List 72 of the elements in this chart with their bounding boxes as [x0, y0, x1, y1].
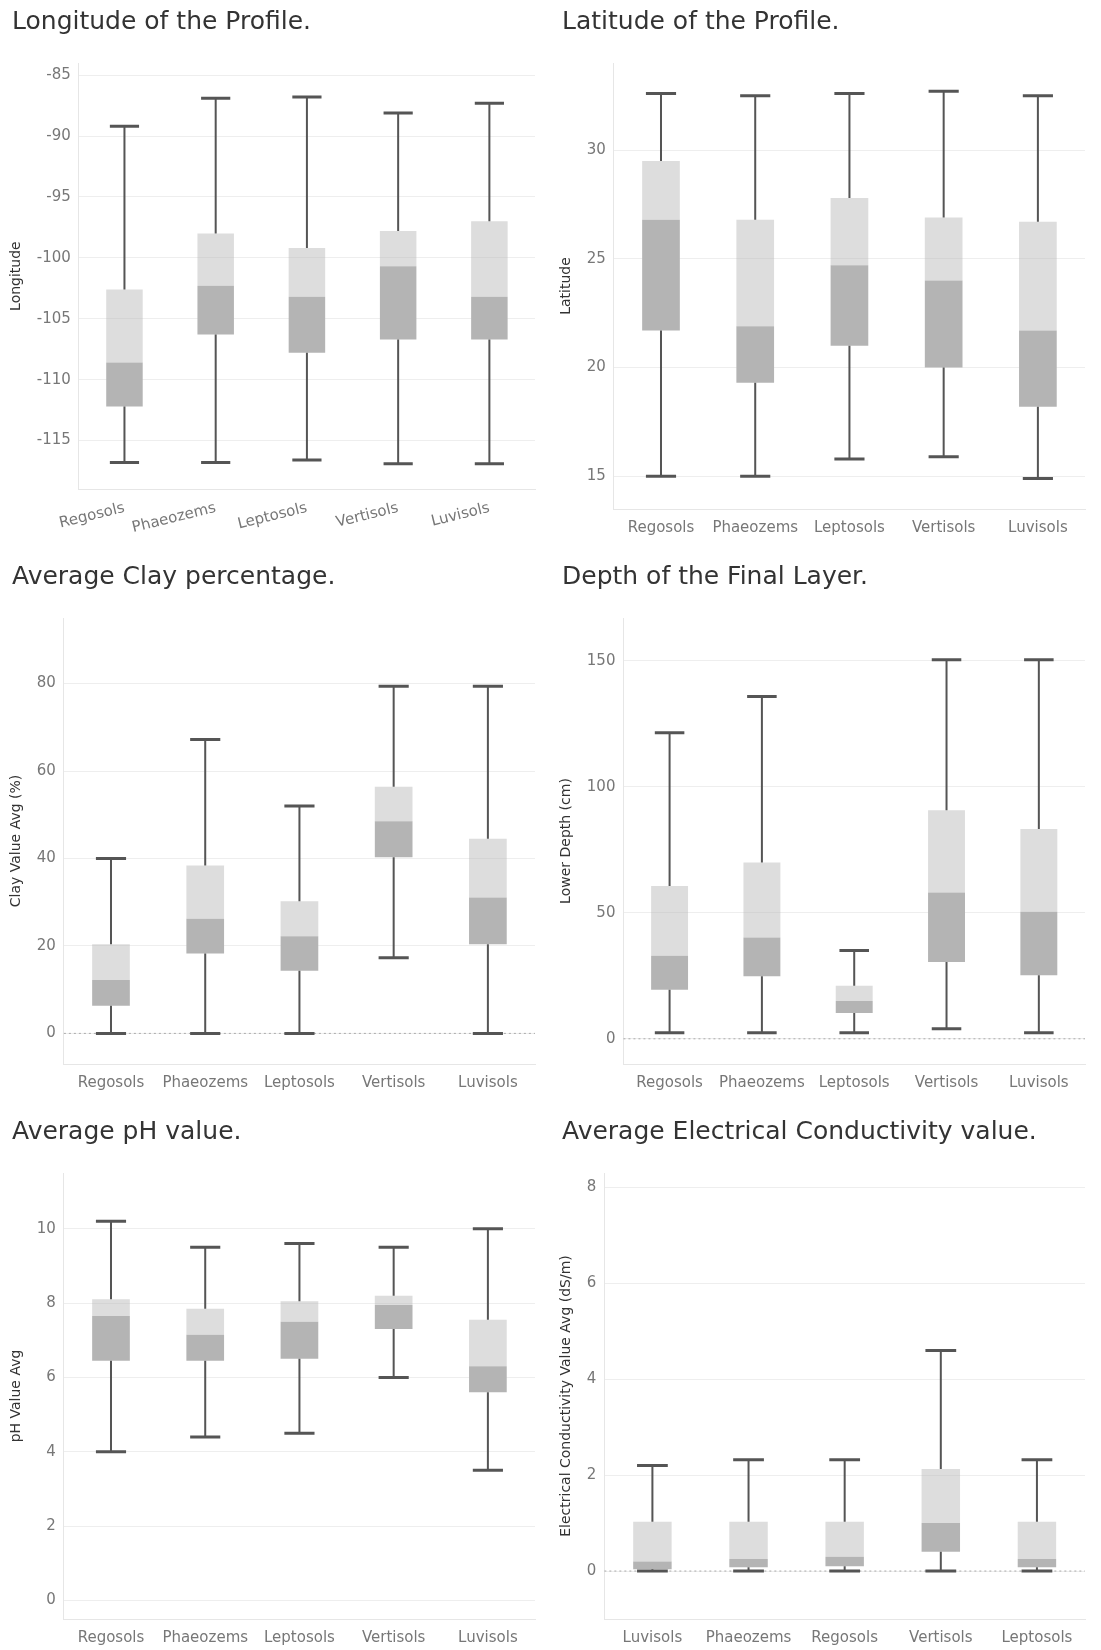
x-tick-label: Phaeozems	[705, 1627, 792, 1646]
y-tick-label: 2	[586, 1465, 597, 1484]
y-tick-label: -105	[36, 308, 71, 327]
x-tick-label: Leptosols	[1001, 1627, 1073, 1646]
y-axis-title: Lower Depth (cm)	[557, 778, 574, 904]
y-tick-label: 80	[36, 673, 56, 692]
x-tick-label: Regosols	[77, 1072, 145, 1091]
y-tick-label: -100	[36, 247, 71, 266]
x-tick-label: Vertisols	[911, 517, 976, 536]
y-tick-label: 150	[586, 650, 616, 669]
x-tick-label: Phaeozems	[719, 1072, 805, 1091]
y-axis-title: Clay Value Avg (%)	[7, 774, 24, 908]
y-tick-label: -110	[36, 369, 71, 388]
y-axis-title: Latitude	[557, 257, 574, 315]
y-tick-label: -90	[46, 125, 71, 144]
chart-title: Longitude of the Profile.	[11, 5, 312, 37]
x-tick-label: Vertisols	[361, 1072, 426, 1091]
chart-title: Average pH value.	[11, 1115, 243, 1147]
x-tick-label: Vertisols	[909, 1627, 973, 1646]
y-tick-label: 30	[586, 139, 606, 158]
y-tick-label: 20	[36, 935, 56, 954]
y-tick-label: 8	[46, 1292, 56, 1311]
y-tick-label: 0	[46, 1023, 56, 1042]
y-tick-label: 100	[586, 776, 616, 795]
x-tick-label: Luvisols	[458, 1072, 518, 1091]
x-tick-label: Leptosols	[264, 1627, 336, 1646]
y-tick-label: -115	[36, 430, 71, 449]
y-tick-label: 20	[586, 357, 606, 376]
x-tick-label: Phaeozems	[162, 1072, 249, 1091]
chart-title: Average Clay percentage.	[11, 560, 337, 592]
x-tick-label: Luvisols	[1009, 1072, 1069, 1091]
y-tick-label: 0	[46, 1590, 56, 1609]
y-tick-label: 4	[586, 1369, 597, 1388]
x-tick-label: Vertisols	[361, 1627, 426, 1646]
chart-title: Latitude of the Profile.	[561, 5, 841, 37]
x-tick-label: Regosols	[57, 498, 127, 532]
y-tick-label: 2	[46, 1515, 56, 1534]
y-tick-label: 25	[586, 248, 606, 267]
y-tick-label: 40	[36, 848, 56, 867]
x-tick-label: Regosols	[627, 517, 695, 536]
x-tick-label: Luvisols	[458, 1627, 518, 1646]
y-tick-label: 60	[36, 760, 56, 779]
chart-title: Depth of the Final Layer.	[561, 560, 870, 592]
x-tick-label: Leptosols	[818, 1072, 890, 1091]
y-tick-label: 10	[36, 1218, 56, 1237]
y-tick-label: -95	[46, 186, 71, 205]
y-axis-title: Electrical Conductivity Value Avg (dS/m)	[557, 1255, 574, 1537]
x-tick-label: Luvisols	[1008, 517, 1068, 536]
x-tick-label: Regosols	[77, 1627, 145, 1646]
x-tick-label: Luvisols	[622, 1627, 683, 1646]
y-tick-label: 15	[586, 466, 606, 485]
x-tick-label: Vertisols	[914, 1072, 979, 1091]
y-tick-label: 6	[46, 1367, 56, 1386]
y-tick-label: 8	[586, 1177, 597, 1196]
x-tick-label: Vertisols	[334, 498, 401, 531]
y-tick-label: 4	[46, 1441, 56, 1460]
y-axis-title: Longitude	[7, 241, 24, 311]
x-tick-label: Regosols	[636, 1072, 704, 1091]
x-tick-label: Leptosols	[814, 517, 886, 536]
x-tick-label: Regosols	[811, 1627, 879, 1646]
x-tick-label: Phaeozems	[162, 1627, 249, 1646]
y-tick-label: 0	[605, 1028, 616, 1047]
x-tick-label: Leptosols	[264, 1072, 336, 1091]
x-tick-label: Leptosols	[235, 498, 309, 533]
y-tick-label: 0	[586, 1560, 597, 1579]
y-tick-label: -85	[46, 65, 71, 84]
y-tick-label: 6	[586, 1273, 597, 1292]
y-tick-label: 50	[596, 902, 616, 921]
x-tick-label: Phaeozems	[712, 517, 799, 536]
y-axis-title: pH Value Avg	[7, 1349, 24, 1443]
x-tick-label: Luvisols	[429, 498, 492, 530]
chart-title: Average Electrical Conductivity value.	[561, 1115, 1038, 1147]
